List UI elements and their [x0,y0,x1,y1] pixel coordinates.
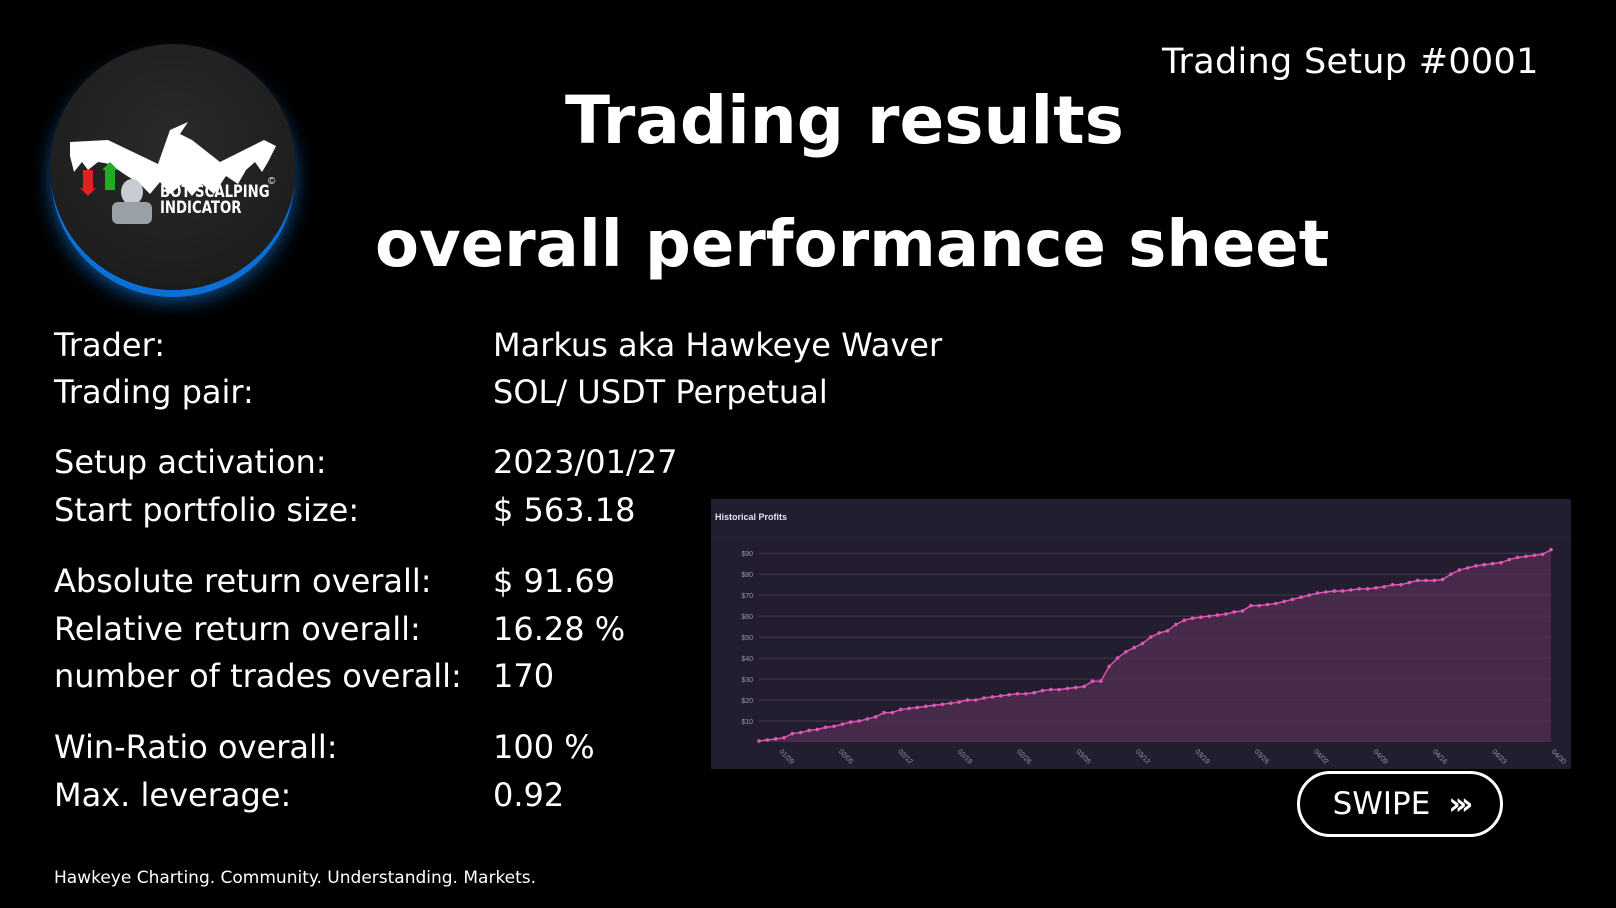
buy-arrow-icon [102,162,118,190]
svg-text:$40: $40 [741,656,753,663]
svg-text:02/12: 02/12 [896,748,913,765]
svg-text:04/16: 04/16 [1431,748,1448,765]
svg-text:$80: $80 [741,572,753,579]
svg-text:02/05: 02/05 [837,748,854,765]
footer-tagline: Hawkeye Charting. Community. Understandi… [54,868,537,888]
svg-text:03/19: 03/19 [1193,748,1210,765]
copyright-mark: © [268,176,276,187]
svg-text:01/29: 01/29 [778,748,795,765]
svg-text:03/05: 03/05 [1075,748,1092,765]
robot-icon [112,179,152,224]
brand-line-2: INDICATOR [160,198,242,218]
stat-value: $ 563.18 [493,491,636,529]
page-title: Trading results [565,82,1124,159]
stat-label: Trader: [54,326,165,364]
stat-label: Start portfolio size: [54,491,360,529]
svg-text:04/09: 04/09 [1371,748,1388,765]
svg-text:04/23: 04/23 [1490,748,1507,765]
swipe-label: SWIPE [1332,786,1431,822]
stat-value: SOL/ USDT Perpetual [493,373,828,411]
svg-text:04/30: 04/30 [1550,748,1567,765]
stat-label: Trading pair: [54,373,254,411]
svg-text:02/19: 02/19 [956,748,973,765]
stat-value: 16.28 % [493,610,626,648]
chevrons-right-icon: ››› [1448,786,1473,822]
setup-id: Trading Setup #0001 [1162,42,1539,82]
hawk-icon [70,122,276,224]
chart-plot: $10 $20 $30 $40 $50 $60 $70 $80 $90 01/29 02/05 02/… [711,536,1571,766]
svg-text:$70: $70 [741,593,753,600]
historical-profits-chart: Historical Profits $10 $20 $30 $40 $50 $60 $70… [711,499,1571,769]
stat-value: Markus aka Hawkeye Waver [493,326,943,364]
brand-logo: BOT SCALPING INDICATOR © [50,44,296,290]
swipe-button[interactable]: SWIPE ››› [1297,771,1503,837]
stat-value: 100 % [493,728,595,766]
chart-title: Historical Profits [715,512,788,522]
svg-text:03/12: 03/12 [1134,748,1151,765]
brand-text: BOT SCALPING INDICATOR [160,182,270,218]
stat-label: Setup activation: [54,443,327,481]
svg-text:$30: $30 [741,677,753,684]
svg-text:04/02: 04/02 [1312,748,1329,765]
svg-text:$90: $90 [741,551,753,558]
svg-text:02/26: 02/26 [1015,748,1032,765]
svg-text:$60: $60 [741,614,753,621]
svg-text:$10: $10 [741,719,753,726]
stat-value: 170 [493,657,555,695]
sell-arrow-icon [80,170,96,196]
svg-text:$20: $20 [741,698,753,705]
page-subtitle: overall performance sheet [375,208,1330,282]
svg-text:03/26: 03/26 [1253,748,1270,765]
stat-label: Max. leverage: [54,776,292,814]
stat-value: 2023/01/27 [493,443,678,481]
stat-label: Win-Ratio overall: [54,728,338,766]
stat-label: Relative return overall: [54,610,421,648]
stat-label: Absolute return overall: [54,562,432,600]
stat-value: 0.92 [493,776,565,814]
stat-label: number of trades overall: [54,657,462,695]
brand-line-1: BOT SCALPING [160,182,270,202]
stat-value: $ 91.69 [493,562,616,600]
svg-text:$50: $50 [741,635,753,642]
